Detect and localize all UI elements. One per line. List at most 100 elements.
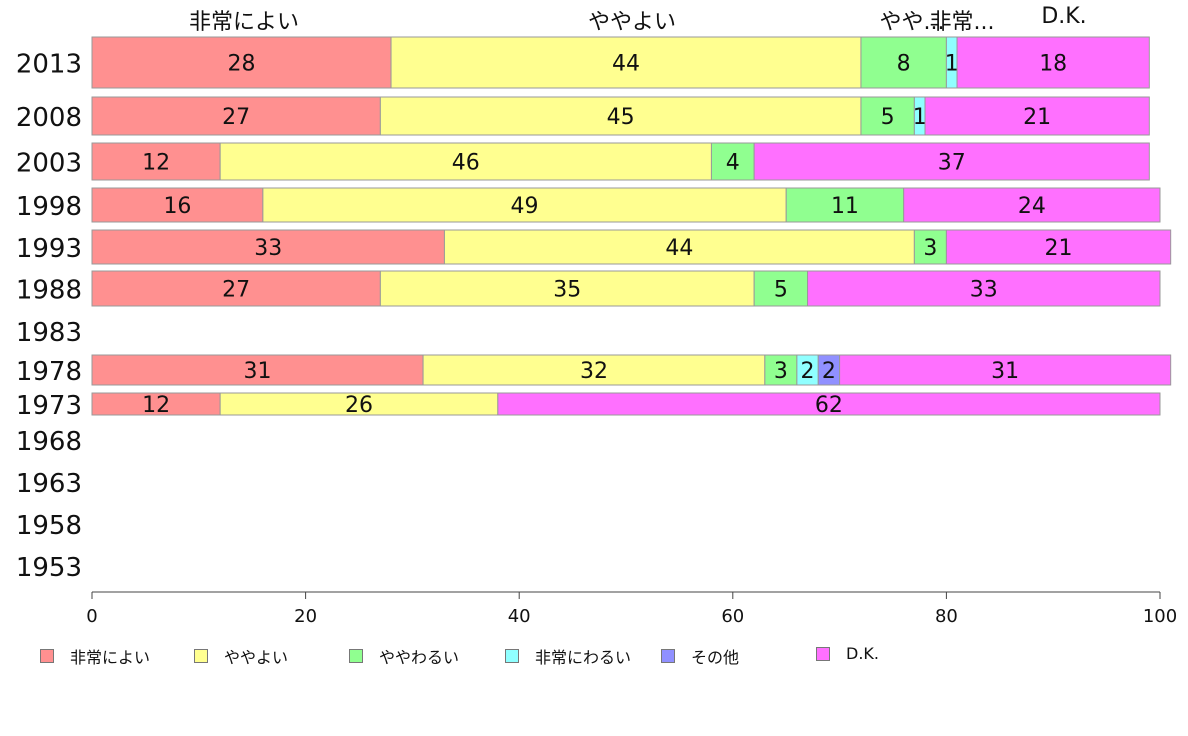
data-label: 1 [913,105,927,130]
legend: 非常によい ややよい ややわるい 非常にわるい その他 D.K. [0,644,1188,668]
legend-swatch-fairly-bad [349,649,363,663]
bar-segment [753,270,809,307]
bar-segment [956,36,1150,89]
data-label: 11 [831,194,859,219]
year-label: 2013 [16,50,82,80]
bar-segment [91,229,445,265]
year-label: 1973 [16,391,82,421]
data-label: 44 [665,236,693,261]
legend-label-very-bad: 非常にわるい [535,648,632,667]
legend-label-other: その他 [691,648,740,667]
bar-segment [913,229,947,265]
data-label: 3 [923,236,937,261]
data-label: 21 [1023,105,1051,130]
data-label: 12 [142,151,170,176]
year-label: 1983 [16,318,82,348]
year-label: 2003 [16,149,82,179]
bar-segment [807,270,1161,307]
data-label: 18 [1039,52,1067,77]
year-label: 1993 [16,234,82,264]
x-tick-label: 60 [721,606,744,627]
legend-swatch-dk [816,646,830,661]
legend-swatch-very-bad [505,649,519,663]
bar-segment [839,354,1172,386]
top-label-dk: D.K. [1041,4,1087,29]
data-label: 45 [607,105,635,130]
bar-segment [945,229,1172,265]
data-label: 35 [553,278,581,303]
legend-item-other: その他 [661,644,739,668]
bar-segment [262,187,787,223]
data-label: 26 [345,393,373,418]
top-label-fairly-good: ややよい [587,10,677,35]
data-label: 37 [938,151,966,176]
top-label-very-bad: 非常... [929,10,995,35]
data-label: 16 [163,194,191,219]
top-label-very-good: 非常によい [188,10,300,35]
x-tick-label: 0 [86,606,97,627]
data-label: 49 [511,194,539,219]
data-label: 5 [774,278,788,303]
bar-segment [390,36,862,89]
legend-item-fairly-good: ややよい [194,644,288,668]
legend-label-dk: D.K. [846,644,879,663]
data-label: 31 [991,359,1019,384]
year-label: 1953 [16,553,82,583]
bar-segment [91,36,392,89]
bar-segment [91,96,381,136]
legend-label-fairly-bad: ややわるい [379,648,460,667]
bar-segment [903,187,1161,223]
year-label: 1998 [16,192,82,222]
data-label: 21 [1045,236,1073,261]
data-label: 2 [801,359,815,384]
x-tick-label: 40 [508,606,531,627]
legend-swatch-fairly-good [194,649,208,663]
bar-segment [924,96,1150,136]
legend-label-very-good: 非常によい [70,648,151,667]
data-label: 3 [774,359,788,384]
data-label: 46 [452,151,480,176]
data-label: 33 [254,236,282,261]
legend-item-dk: D.K. [816,644,879,663]
year-label: 1963 [16,469,82,499]
data-label: 28 [228,52,256,77]
legend-label-fairly-good: ややよい [224,648,289,667]
data-label: 27 [222,278,250,303]
year-label: 1958 [16,511,82,541]
x-tick-label: 20 [294,606,317,627]
bar-segment [860,36,947,89]
x-tick-label: 100 [1143,606,1177,627]
legend-swatch-other [661,649,675,663]
data-label: 62 [815,393,843,418]
data-label: 27 [222,105,250,130]
legend-item-very-good: 非常によい [40,644,150,668]
year-label: 1988 [16,276,82,306]
legend-item-very-bad: 非常にわるい [505,644,631,668]
data-label: 24 [1018,194,1046,219]
data-label: 12 [142,393,170,418]
bar-segment [753,142,1150,181]
year-label: 1978 [16,357,82,387]
top-label-fairly-bad: やや... [879,10,945,35]
bar-segment [91,187,264,223]
x-tick-label: 80 [935,606,958,627]
bar-segment [219,142,712,181]
data-label: 4 [726,151,740,176]
bar-segment [91,354,424,386]
bar-segment [785,187,905,223]
legend-swatch-very-good [40,649,54,663]
data-label: 1 [945,52,959,77]
legend-item-fairly-bad: ややわるい [349,644,459,668]
data-label: 31 [244,359,272,384]
data-label: 5 [881,105,895,130]
bar-segment [764,354,798,386]
year-label: 1968 [16,427,82,457]
data-label: 2 [822,359,836,384]
bar-segment [91,270,381,307]
bar-segment [860,96,915,136]
bar-segment [379,270,755,307]
bar-segment [497,392,1161,416]
data-label: 44 [612,52,640,77]
bar-segment [443,229,915,265]
